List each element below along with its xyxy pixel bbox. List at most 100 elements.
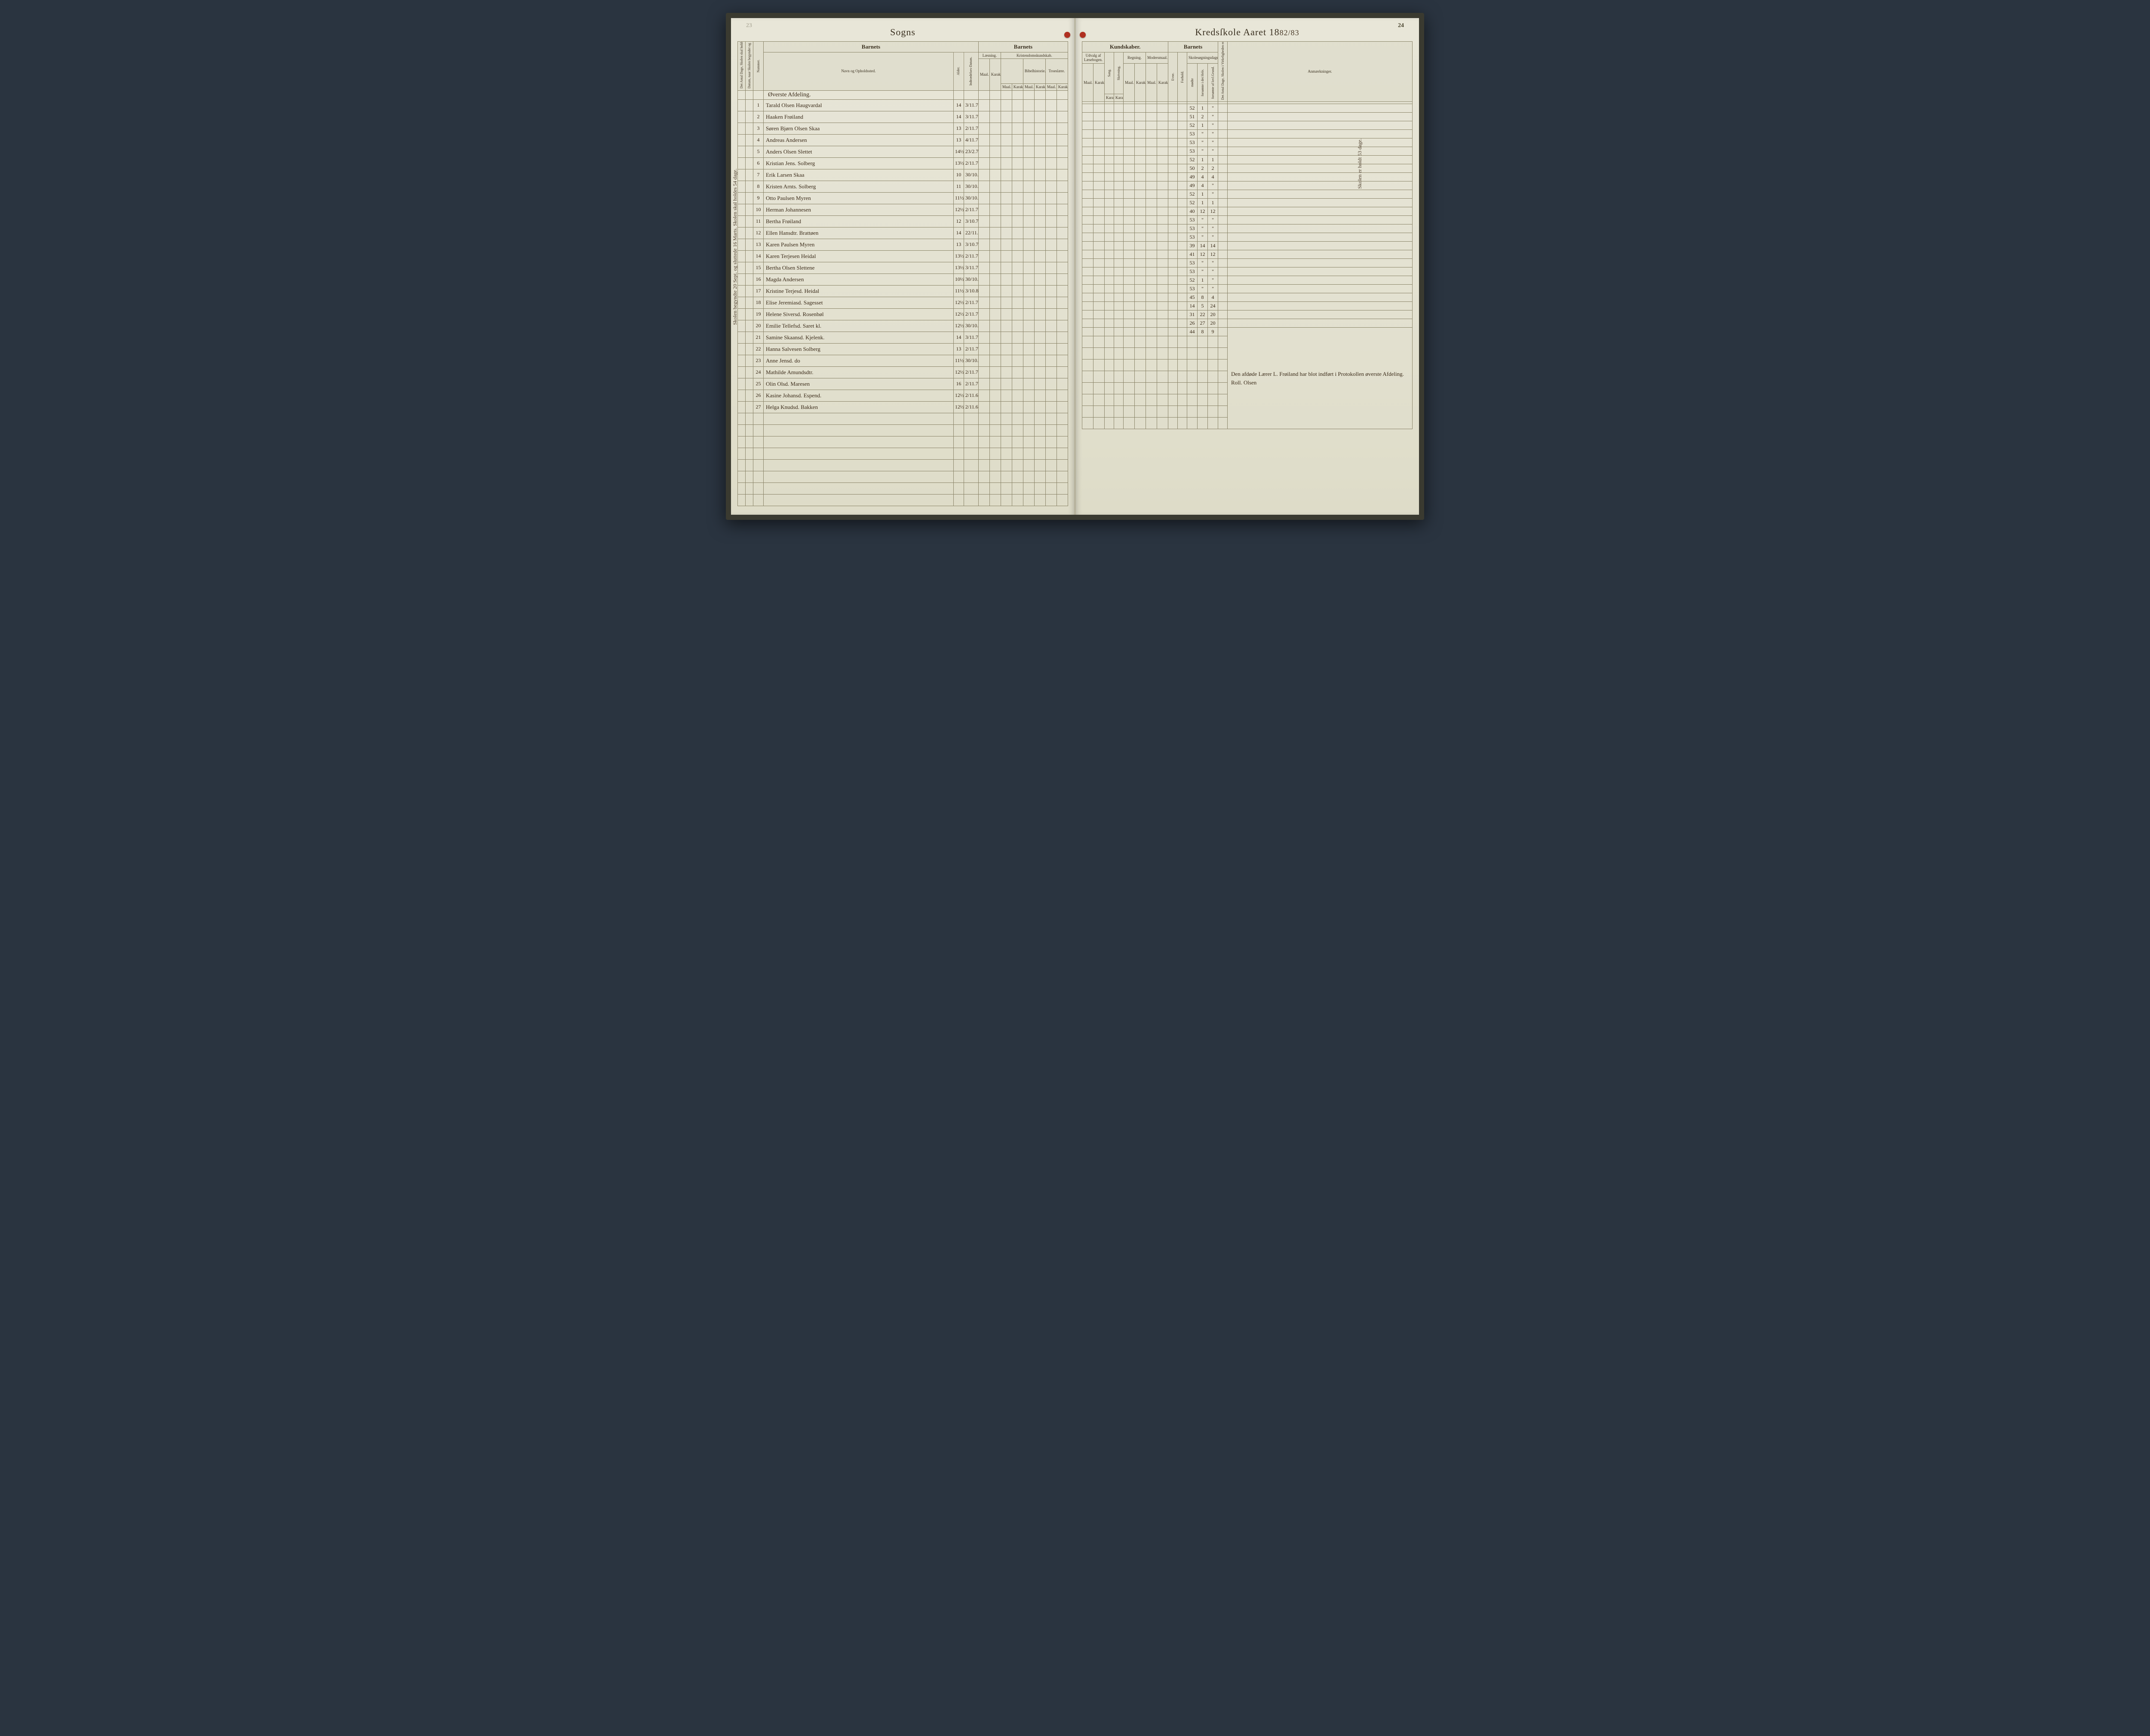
row-f2: 1 [1208,199,1218,207]
row-name: Kristine Terjesd. Heidal [764,285,954,297]
row-age: 13 [953,134,964,146]
table-row: 11Bertha Frøiland123/10.79 [738,215,1068,227]
table-row: 23Anne Jensd. do11½30/10.80 [738,355,1068,366]
table-row: 8Kristen Arnts. Solberg1130/10.80 [738,181,1068,192]
h-virkelig: Det Antal Dage, Skolen i Virkeligheden e… [1218,42,1228,102]
table-row: 19Helene Siversd. Rosenbøl12½2/11.79 [738,308,1068,320]
h-maal1: Maal. [978,59,989,90]
row-num: 14 [753,250,764,262]
row-f1: 14 [1198,242,1208,250]
row-date: 3/10.80 [964,285,978,297]
table-row: 6Kristian Jens. Solberg13½2/11.79 [738,157,1068,169]
row-name: Bertha Olsen Slettene [764,262,954,273]
row-date: 4/11.77 [964,134,978,146]
table-row: 391414 [1082,242,1413,250]
table-row: 18Elise Jeremiasd. Sagesset12½2/11.79 [738,297,1068,308]
table-row: 15Bertha Olsen Slettene13½3/11.77 [738,262,1068,273]
row-name: Erik Larsen Skaa [764,169,954,181]
h-sang: Sang. [1105,52,1114,94]
table-row: 312220 [1082,310,1413,319]
ledger-book: 23 Skolen begyndte 20 Sept. og sluttede … [726,13,1424,520]
table-row: 4584 [1082,293,1413,302]
row-num: 17 [753,285,764,297]
row-age: 12½ [953,401,964,413]
row-name: Emilie Tellefsd. Saret kl. [764,320,954,332]
table-row: 53"" [1082,285,1413,293]
h-maal2: Maal. [1001,83,1012,90]
row-age: 12½ [953,204,964,215]
row-date: 2/11.79 [964,204,978,215]
row-num: 5 [753,146,764,157]
h-barnets1: Barnets [764,42,979,52]
row-modte: 53 [1187,216,1198,224]
row-age: 12½ [953,308,964,320]
row-age: 12 [953,215,964,227]
row-num: 7 [753,169,764,181]
table-row: 53"" [1082,267,1413,276]
row-date: 2/11.64 [964,401,978,413]
row-f2: " [1208,233,1218,242]
row-f1: 5 [1198,302,1208,310]
row-num: 20 [753,320,764,332]
row-f2: " [1208,121,1218,130]
row-f1: " [1198,259,1208,267]
row-date: 2/11.79 [964,297,978,308]
row-name: Kasine Johansd. Espend. [764,390,954,401]
row-age: 14½ [953,146,964,157]
table-row: 521" [1082,121,1413,130]
row-modte: 53 [1187,138,1198,147]
row-date: 2/11.79 [964,308,978,320]
row-date: 30/10.80 [964,169,978,181]
row-date: 2/11.64 [964,390,978,401]
h-nummer: Nummer. [753,42,764,91]
row-f2: " [1208,267,1218,276]
row-f1: " [1198,216,1208,224]
row-age: 11½ [953,192,964,204]
row-date: 3/10.79 [964,215,978,227]
row-name: Hanna Salvesen Solberg [764,343,954,355]
row-age: 10 [953,169,964,181]
table-row: 25Olin Olsd. Maresen162/11.76 [738,378,1068,390]
row-modte: 45 [1187,293,1198,302]
row-f1: " [1198,138,1208,147]
row-date: 30/10.80 [964,192,978,204]
table-row: 2Haaken Frøiland143/11.77 [738,111,1068,123]
title-left: Sogns [737,27,1068,38]
row-num: 2 [753,111,764,123]
row-name: Helga Knudsd. Bakken [764,401,954,413]
table-row: 16Magda Andersen10½30/10.80 [738,273,1068,285]
h-moders: Modersmaal. [1146,52,1168,64]
h-kar7: Karakter. [1157,64,1168,102]
table-row: 27Helga Knudsd. Bakken12½2/11.64 [738,401,1068,413]
table-row: 3Søren Bjørn Olsen Skaa132/11.78 [738,123,1068,134]
h-antal-dage: Det Antal Dage, Skolen skal holdes i Kre… [738,42,746,91]
row-num: 22 [753,343,764,355]
row-f1: " [1198,267,1208,276]
row-f1: 8 [1198,293,1208,302]
table-row-empty [738,424,1068,436]
h-kar5: Karakter. [1093,64,1105,102]
row-num: 21 [753,332,764,343]
h-maal6: Maal. [1124,64,1135,102]
row-f1: " [1198,147,1208,156]
row-num: 15 [753,262,764,273]
table-row: 20Emilie Tellefsd. Saret kl.12½30/10.79 [738,320,1068,332]
table-row: 512" [1082,113,1413,121]
row-name: Bertha Frøiland [764,215,954,227]
row-name: Olin Olsd. Maresen [764,378,954,390]
h-regning: Regning. [1124,52,1146,64]
row-modte: 39 [1187,242,1198,250]
row-date: 2/11.78 [964,343,978,355]
h-alder: Alder. [953,52,964,90]
row-f2: " [1208,259,1218,267]
row-name: Mathilde Amundsdtr. [764,366,954,378]
row-name: Herman Johannesen [764,204,954,215]
row-age: 13 [953,239,964,250]
row-num: 11 [753,215,764,227]
row-name: Anders Olsen Slettet [764,146,954,157]
row-name: Tarald Olsen Haugvardal [764,99,954,111]
row-f2: 14 [1208,242,1218,250]
ledger-table-left: Det Antal Dage, Skolen skal holdes i Kre… [737,41,1068,506]
h-blank [1001,59,1023,83]
binding-thread-icon [1064,32,1070,38]
